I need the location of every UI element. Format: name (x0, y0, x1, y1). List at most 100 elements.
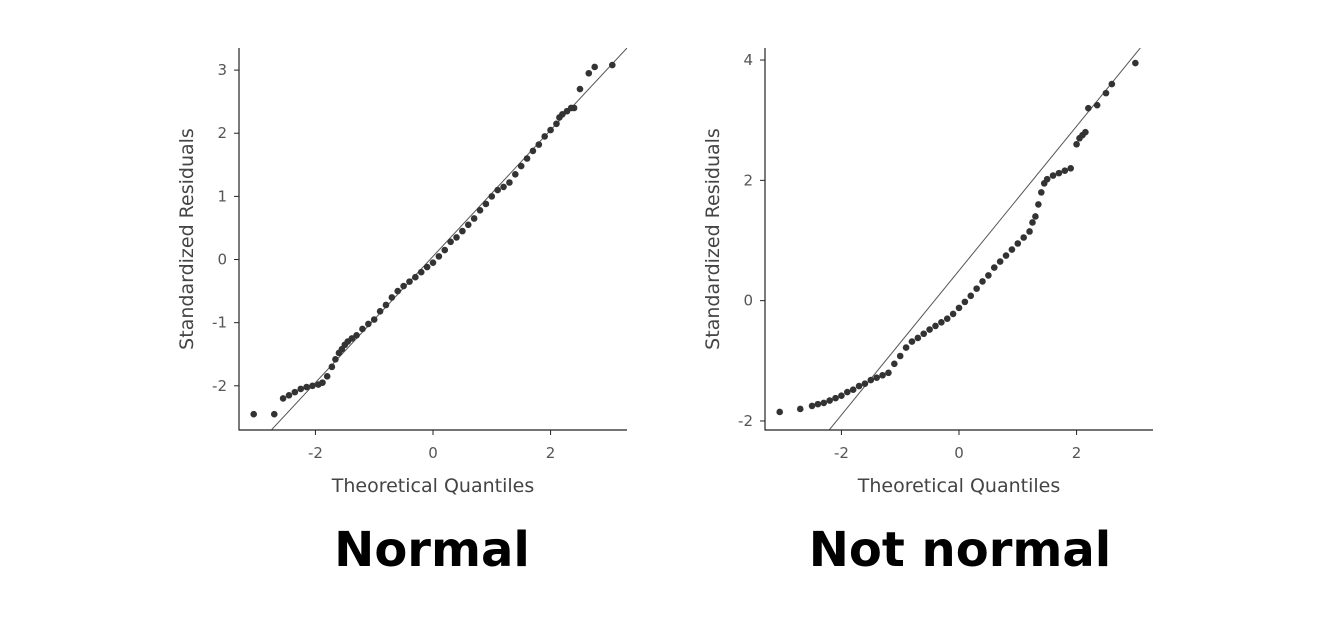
data-point (323, 373, 331, 380)
data-point (494, 186, 501, 194)
data-point (1026, 228, 1033, 235)
data-point (453, 234, 460, 241)
data-point (291, 388, 299, 396)
data-point (529, 147, 537, 155)
y-tick-label: -2 (212, 377, 227, 395)
y-axis-label: Standardized Residuals (702, 128, 724, 350)
data-point (370, 316, 378, 323)
y-tick-label: 1 (217, 187, 227, 205)
data-point (838, 392, 845, 400)
data-point (459, 227, 466, 235)
data-point (1055, 169, 1063, 177)
x-tick-label: 2 (546, 444, 556, 462)
data-point (1029, 219, 1036, 226)
data-point (920, 330, 928, 338)
data-point (423, 263, 431, 271)
data-point (949, 310, 957, 318)
data-point (523, 155, 531, 162)
y-tick-label: 3 (217, 61, 227, 79)
data-point (855, 382, 863, 390)
data-point (873, 374, 880, 381)
data-point (512, 170, 519, 178)
data-point (328, 363, 336, 371)
data-point (576, 85, 584, 93)
data-point (955, 304, 963, 312)
y-tick-label: -1 (212, 314, 227, 332)
data-point (585, 69, 593, 77)
data-point (1067, 165, 1074, 172)
data-point (250, 410, 257, 418)
y-axis-label: Standardized Residuals (176, 128, 198, 350)
x-tick-label: -2 (834, 444, 849, 462)
data-point (285, 391, 293, 399)
data-point (985, 272, 992, 279)
data-point (1132, 59, 1139, 67)
data-point (1043, 175, 1051, 183)
data-point (979, 278, 986, 285)
data-point (547, 126, 554, 134)
data-point (482, 200, 490, 208)
data-point (938, 319, 945, 326)
data-point (470, 215, 478, 222)
data-point (1002, 252, 1010, 259)
y-tick-label: 0 (743, 292, 753, 310)
data-point (832, 394, 839, 402)
data-point (476, 206, 484, 214)
data-point (879, 371, 886, 379)
data-point (1049, 172, 1057, 179)
data-point (1061, 167, 1069, 175)
data-point (943, 315, 951, 323)
data-point (820, 399, 828, 407)
data-point (826, 397, 833, 404)
data-point (332, 355, 339, 363)
data-point (609, 61, 616, 69)
data-point (961, 298, 969, 306)
data-point (535, 141, 543, 148)
data-point (1085, 104, 1092, 112)
data-point (388, 294, 396, 301)
data-point (297, 385, 305, 393)
data-point (776, 408, 783, 416)
data-point (359, 325, 366, 333)
x-axis-label: Theoretical Quantiles (857, 475, 1060, 497)
data-point (891, 360, 898, 368)
data-point (435, 253, 443, 260)
y-tick-label: 2 (743, 171, 753, 189)
data-point (382, 301, 390, 309)
caption-normal: Normal (334, 522, 530, 578)
data-point (394, 287, 402, 295)
data-point (844, 388, 851, 396)
data-point (1073, 140, 1080, 148)
y-tick-label: -2 (738, 412, 753, 430)
data-point (517, 162, 525, 170)
data-point (464, 221, 472, 229)
data-point (348, 335, 356, 342)
data-point (365, 320, 372, 328)
data-point (553, 120, 560, 128)
data-point (932, 322, 939, 330)
data-point (417, 268, 425, 276)
data-point (1093, 101, 1101, 109)
data-point (1014, 240, 1022, 247)
data-point (412, 273, 419, 281)
y-tick-label: 2 (217, 124, 227, 142)
data-point (996, 258, 1004, 265)
data-point (500, 183, 507, 191)
data-point (896, 352, 904, 360)
data-point (926, 326, 933, 333)
data-point (406, 278, 413, 285)
data-point (270, 410, 278, 418)
data-point (279, 395, 287, 402)
y-tick-label: 4 (743, 51, 753, 69)
data-point (808, 402, 816, 410)
data-point (796, 405, 804, 413)
data-point (541, 133, 548, 140)
data-point (990, 264, 998, 271)
data-point (1020, 234, 1027, 241)
data-point (400, 282, 407, 290)
data-point (447, 238, 454, 246)
data-point (309, 382, 316, 390)
x-axis-label: Theoretical Quantiles (331, 475, 534, 497)
data-point (867, 376, 875, 384)
